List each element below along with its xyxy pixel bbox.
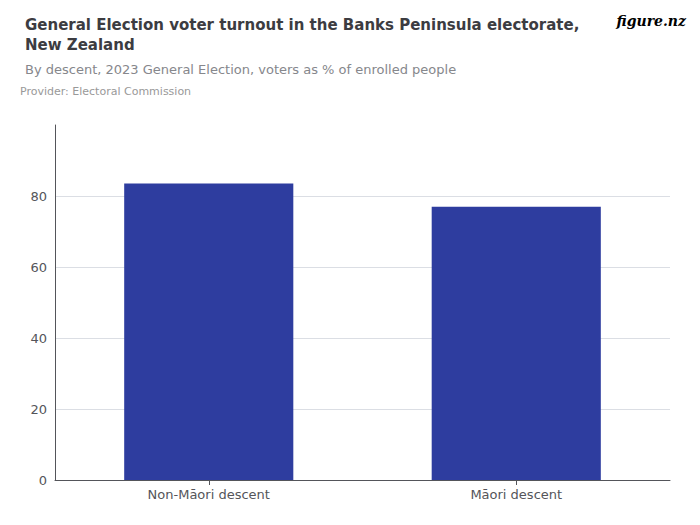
svg-text:Māori descent: Māori descent bbox=[470, 487, 562, 502]
svg-text:20: 20 bbox=[30, 402, 47, 417]
svg-text:New Zealand: New Zealand bbox=[25, 36, 135, 54]
svg-text:By descent, 2023 General Elect: By descent, 2023 General Election, voter… bbox=[25, 62, 456, 77]
svg-text:figure.nz: figure.nz bbox=[616, 13, 687, 29]
svg-text:General Election voter turnout: General Election voter turnout in the Ba… bbox=[25, 16, 579, 34]
svg-text:Provider: Electoral Commission: Provider: Electoral Commission bbox=[20, 85, 191, 98]
svg-text:0: 0 bbox=[39, 473, 47, 488]
svg-text:80: 80 bbox=[30, 189, 47, 204]
svg-text:Non-Māori descent: Non-Māori descent bbox=[148, 487, 270, 502]
svg-text:40: 40 bbox=[30, 331, 47, 346]
svg-text:60: 60 bbox=[30, 260, 47, 275]
